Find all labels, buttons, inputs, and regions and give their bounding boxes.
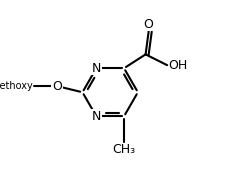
Text: OH: OH: [167, 59, 186, 72]
Text: N: N: [91, 62, 101, 75]
Text: N: N: [91, 110, 101, 123]
Text: O: O: [52, 80, 62, 93]
Text: methoxy: methoxy: [0, 81, 32, 91]
Text: CH₃: CH₃: [112, 143, 135, 156]
Text: O: O: [143, 18, 153, 30]
